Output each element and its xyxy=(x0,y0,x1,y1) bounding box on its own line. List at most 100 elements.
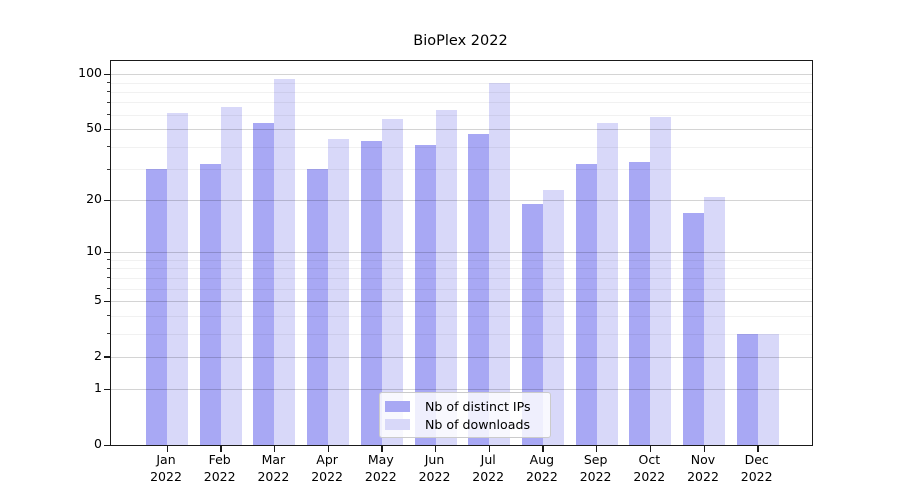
month-label: Jun xyxy=(424,452,445,467)
bar-nb-of-downloads-feb xyxy=(220,107,242,445)
y-tick-mark-30 xyxy=(107,168,110,170)
x-tick-label-may: May 2022 xyxy=(353,451,409,485)
year-label: 2022 xyxy=(740,469,773,484)
x-tick-mark-apr xyxy=(327,446,329,452)
x-tick-label-jan: Jan 2022 xyxy=(138,451,194,485)
y-tick-mark-10 xyxy=(104,251,110,254)
month-label: May xyxy=(367,452,394,467)
bar-nb-of-distinct-ips-jan xyxy=(146,169,167,445)
y-tick-label-0: 0 xyxy=(94,436,102,451)
bar-nb-of-downloads-mar xyxy=(274,79,296,445)
month-label: Dec xyxy=(744,452,769,467)
x-tick-mark-oct xyxy=(649,446,652,452)
bar-nb-of-distinct-ips-jun xyxy=(414,144,436,445)
month-label: Sep xyxy=(583,452,608,467)
year-label: 2022 xyxy=(687,469,719,484)
month-label: Jul xyxy=(480,452,496,467)
bar-nb-of-distinct-ips-sep xyxy=(575,164,597,445)
y-tick-mark-60 xyxy=(107,114,110,116)
y-tick-mark-8 xyxy=(107,267,110,269)
bar-nb-of-downloads-oct xyxy=(650,117,672,445)
legend-item-distinct-ips: Nb of distinct IPs xyxy=(385,397,544,415)
bar-nb-of-downloads-apr xyxy=(328,139,350,445)
bar-nb-of-downloads-jul xyxy=(489,82,511,445)
x-tick-label-sep: Sep 2022 xyxy=(568,451,624,485)
bar-nb-of-distinct-ips-aug xyxy=(521,204,543,445)
month-label: Aug xyxy=(529,452,555,467)
legend-label: Nb of downloads xyxy=(425,416,531,432)
year-label: 2022 xyxy=(311,469,343,484)
y-tick-mark-5 xyxy=(104,300,110,302)
bar-nb-of-distinct-ips-apr xyxy=(307,169,329,445)
bars-layer xyxy=(111,61,812,445)
y-tick-mark-3 xyxy=(107,333,110,335)
legend: Nb of distinct IPs Nb of downloads xyxy=(379,392,551,438)
bar-nb-of-downloads-sep xyxy=(596,123,618,445)
bar-nb-of-distinct-ips-may xyxy=(360,140,382,445)
x-tick-label-jun: Jun 2022 xyxy=(407,451,463,485)
bar-nb-of-distinct-ips-dec xyxy=(736,333,758,445)
x-tick-mark-jan xyxy=(166,446,168,452)
y-tick-label-50: 50 xyxy=(86,120,102,136)
distinct-ips-swatch-icon xyxy=(385,400,410,412)
year-label: 2022 xyxy=(418,469,451,484)
x-tick-label-feb: Feb 2022 xyxy=(192,451,248,485)
year-label: 2022 xyxy=(579,469,612,484)
legend-item-downloads: Nb of downloads xyxy=(385,415,544,433)
y-tick-label-100: 100 xyxy=(78,65,102,81)
y-tick-mark-40 xyxy=(107,146,110,148)
x-tick-mark-feb xyxy=(220,446,222,452)
x-tick-label-apr: Apr 2022 xyxy=(299,451,355,485)
year-label: 2022 xyxy=(472,469,505,484)
year-label: 2022 xyxy=(257,469,290,484)
y-tick-mark-50 xyxy=(104,128,110,130)
bar-nb-of-distinct-ips-mar xyxy=(253,123,275,445)
x-tick-mark-dec xyxy=(757,446,759,452)
y-tick-label-1: 1 xyxy=(94,380,102,396)
year-label: 2022 xyxy=(525,469,558,484)
y-tick-mark-0 xyxy=(104,444,110,446)
bar-nb-of-downloads-nov xyxy=(704,196,725,445)
bar-nb-of-downloads-jan xyxy=(167,113,188,445)
bar-nb-of-downloads-dec xyxy=(757,333,779,445)
y-tick-mark-80 xyxy=(107,91,110,93)
x-tick-label-nov: Nov 2022 xyxy=(675,451,731,485)
y-tick-mark-1 xyxy=(104,388,110,391)
year-label: 2022 xyxy=(633,469,666,484)
y-tick-label-2: 2 xyxy=(94,347,102,363)
bar-nb-of-distinct-ips-oct xyxy=(629,161,651,445)
month-label: Nov xyxy=(690,452,716,467)
y-tick-mark-6 xyxy=(107,288,110,290)
y-tick-label-10: 10 xyxy=(86,243,102,259)
bar-nb-of-distinct-ips-jul xyxy=(468,133,490,445)
chart-title: BioPlex 2022 xyxy=(413,33,508,49)
bar-nb-of-distinct-ips-feb xyxy=(199,164,221,445)
y-tick-mark-2 xyxy=(104,356,110,358)
year-label: 2022 xyxy=(203,469,236,484)
y-tick-label-5: 5 xyxy=(94,292,102,308)
year-label: 2022 xyxy=(150,469,182,484)
x-tick-mark-aug xyxy=(542,446,544,452)
month-label: Feb xyxy=(208,452,231,467)
x-tick-mark-jun xyxy=(435,446,437,452)
x-tick-label-aug: Aug 2022 xyxy=(514,451,570,485)
month-label: Jan xyxy=(156,452,176,467)
x-tick-label-jul: Jul 2022 xyxy=(460,451,516,485)
plot-area: Nb of distinct IPs Nb of downloads xyxy=(104,60,813,452)
bar-nb-of-downloads-aug xyxy=(542,189,564,445)
downloads-swatch-icon xyxy=(385,418,410,430)
x-tick-mark-jul xyxy=(488,446,491,452)
y-tick-mark-7 xyxy=(107,277,110,279)
legend-label: Nb of distinct IPs xyxy=(425,398,531,414)
y-tick-mark-90 xyxy=(107,82,110,84)
x-tick-label-dec: Dec 2022 xyxy=(729,451,785,485)
bar-nb-of-downloads-jun xyxy=(435,109,457,445)
month-label: Mar xyxy=(261,452,286,467)
month-label: Apr xyxy=(316,452,338,467)
x-tick-mark-mar xyxy=(273,446,276,452)
bar-nb-of-distinct-ips-nov xyxy=(683,212,704,445)
month-label: Oct xyxy=(638,452,661,467)
y-tick-label-20: 20 xyxy=(86,191,102,207)
x-tick-mark-may xyxy=(381,446,383,452)
